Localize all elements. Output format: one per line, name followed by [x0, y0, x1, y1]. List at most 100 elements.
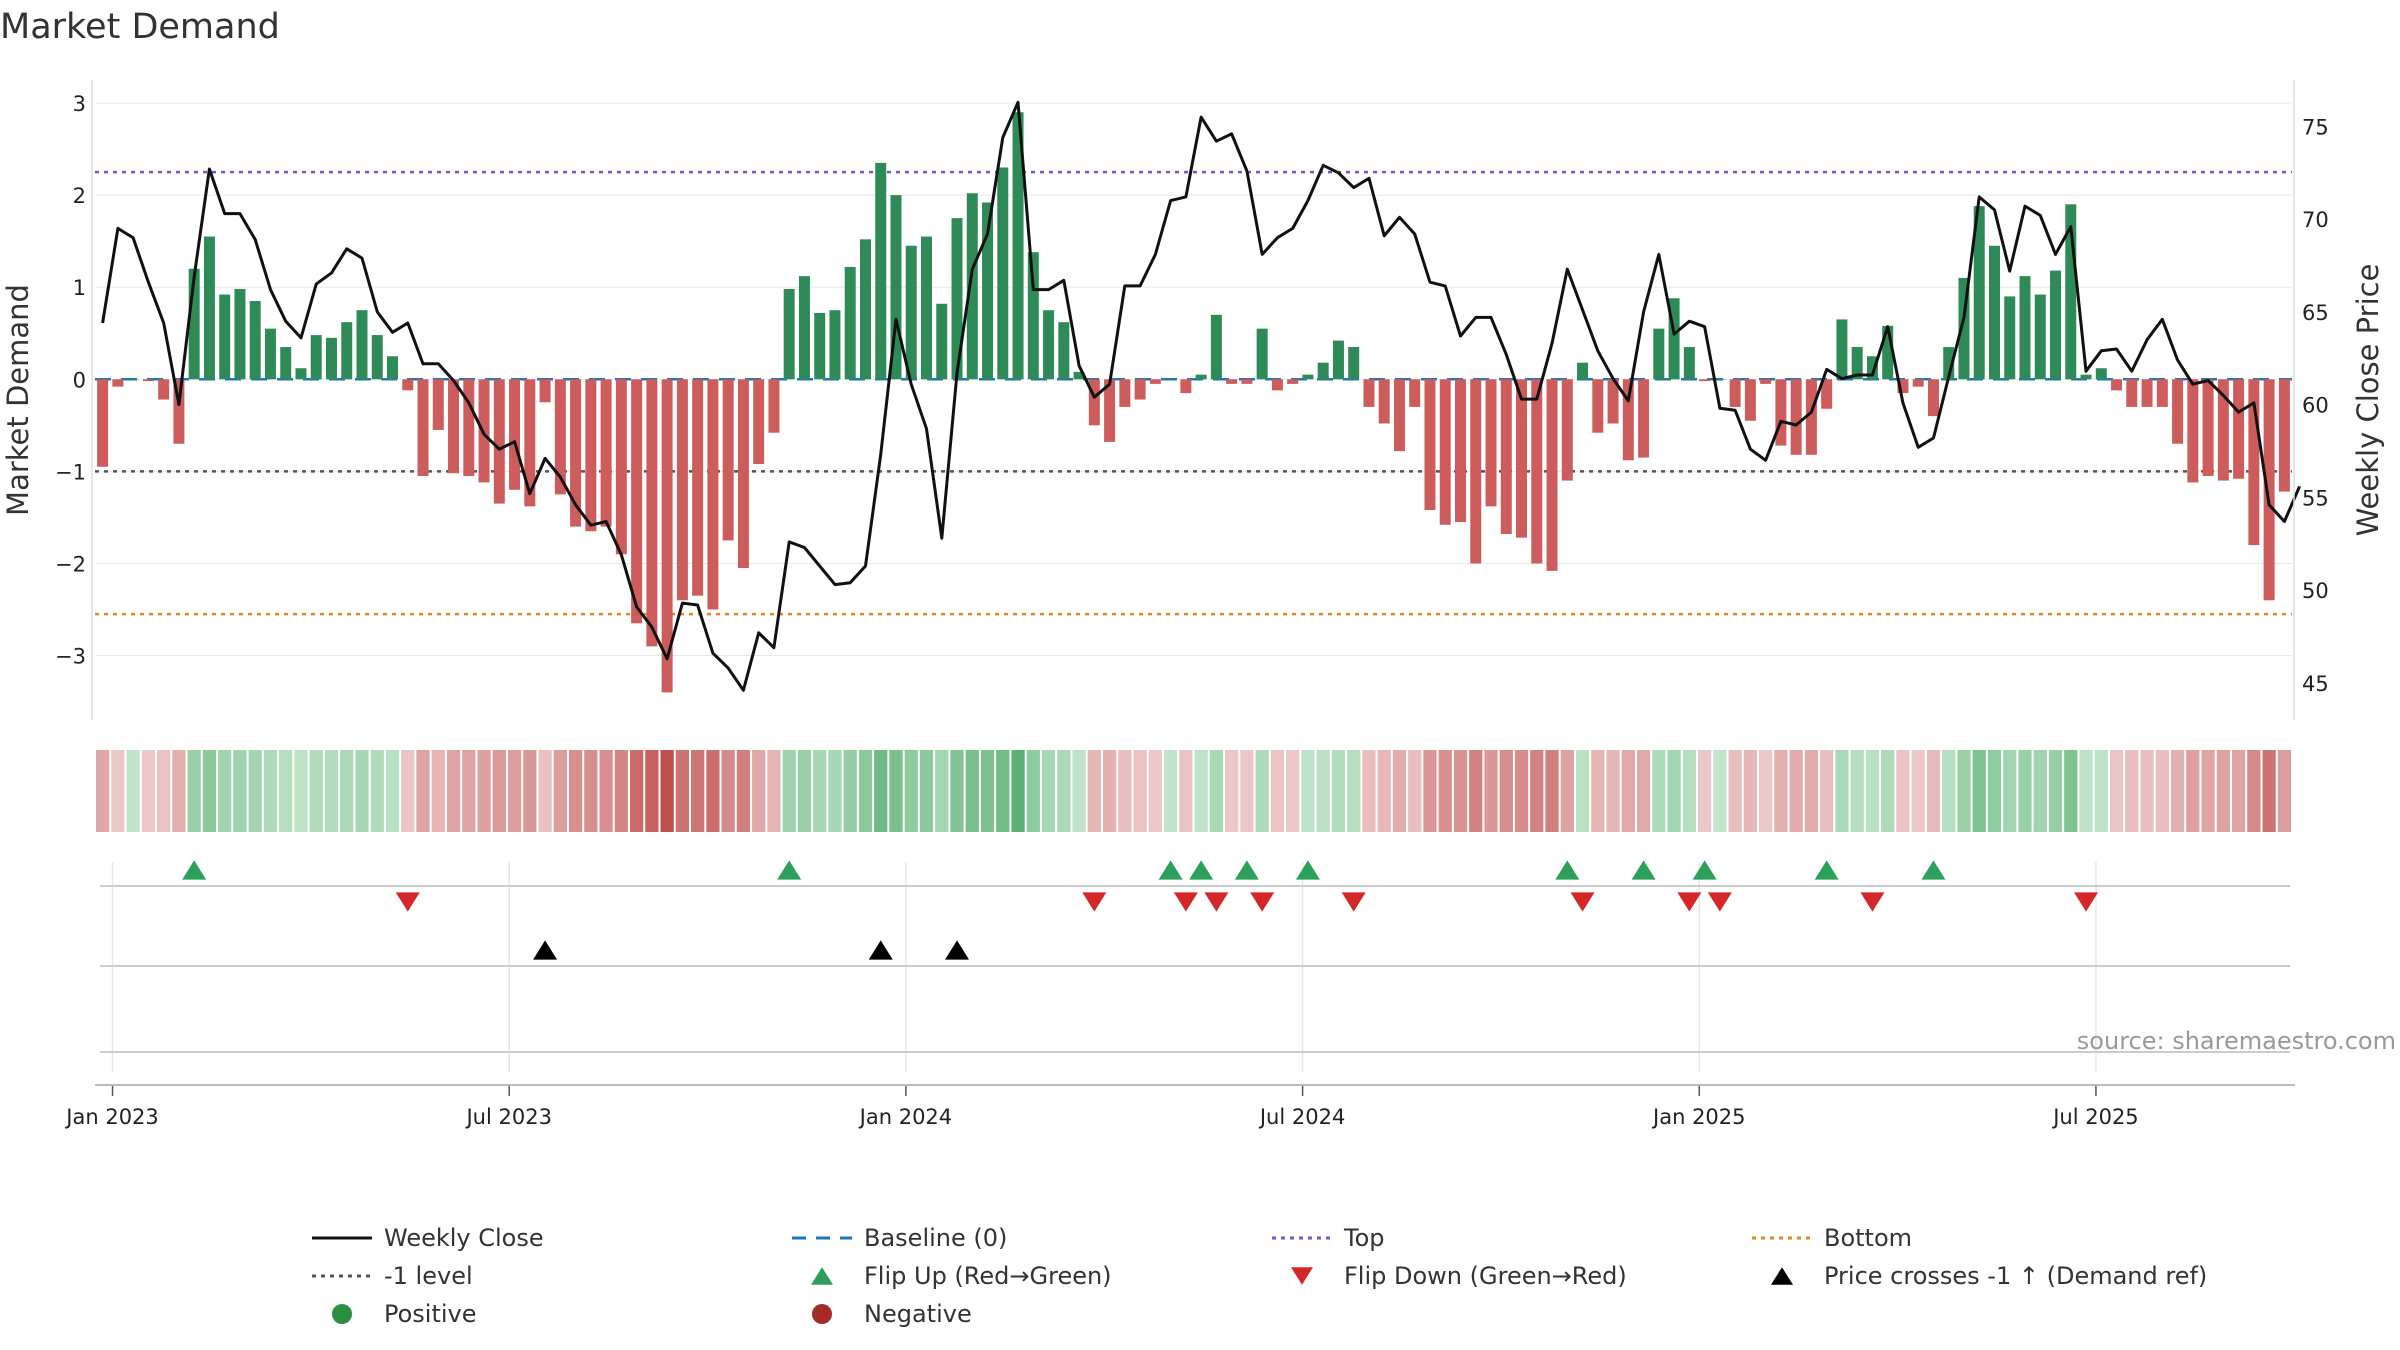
heat-cell [1514, 750, 1529, 832]
demand-bar [356, 310, 368, 380]
demand-bar [493, 379, 505, 504]
demand-bar [951, 218, 963, 380]
flip-down-marker [2074, 892, 2099, 912]
demand-bar [1561, 379, 1573, 481]
demand-bar [1790, 379, 1802, 455]
heat-cell [950, 750, 964, 832]
y-tick-label-right: 45 [2302, 672, 2329, 696]
heat-cell [1987, 750, 2002, 832]
heat-cell [1942, 750, 1956, 832]
flip-down-marker [1707, 892, 1732, 912]
heat-cell [416, 750, 430, 832]
y-tick-label-left: 2 [73, 184, 86, 208]
heat-cell [401, 750, 415, 832]
demand-bar [1012, 112, 1024, 380]
demand-bar [1531, 379, 1543, 564]
legend-swatch [1291, 1267, 1313, 1285]
demand-bar [1988, 245, 2000, 380]
heat-cell [340, 750, 354, 832]
heat-cell [1057, 750, 1071, 832]
heat-cell [324, 750, 339, 832]
heat-cell [1530, 750, 1544, 832]
heat-cell [996, 750, 1010, 832]
heat-cell [736, 750, 751, 832]
legend-label: Positive [384, 1300, 477, 1328]
demand-bar [1775, 379, 1787, 446]
legend-label: -1 level [384, 1262, 473, 1290]
heat-cell [1118, 750, 1132, 832]
heat-cell [2170, 750, 2185, 832]
heat-cell [279, 750, 293, 832]
demand-bar [1836, 319, 1848, 380]
heat-cell [645, 750, 659, 832]
demand-bar [2248, 379, 2260, 546]
demand-bar [509, 379, 521, 490]
heat-cell [828, 750, 842, 832]
gridlines [95, 102, 2292, 1072]
heat-cell [1011, 750, 1025, 832]
demand-bar [1851, 347, 1863, 380]
demand-bar [1104, 379, 1116, 442]
flip-up-marker [1158, 860, 1183, 880]
legend-item: Flip Up (Red→Green) [811, 1262, 1112, 1290]
legend-item: Weekly Close [312, 1224, 544, 1252]
legend-swatch [811, 1267, 833, 1285]
heat-cell [706, 750, 720, 832]
legend-item: Price crosses -1 ↑ (Demand ref) [1771, 1262, 2207, 1290]
legend-label: Weekly Close [384, 1224, 544, 1252]
demand-bar [2080, 374, 2092, 380]
heat-cell [691, 750, 705, 832]
price-cross-marker [533, 940, 558, 960]
demand-bar [1500, 379, 1512, 534]
demand-bar [1271, 379, 1283, 391]
demand-bar [1027, 252, 1039, 380]
y-tick-label-left: −2 [55, 552, 86, 576]
demand-bar [631, 379, 643, 624]
heat-cell [965, 750, 979, 832]
y-tick-label-left: 1 [73, 276, 86, 300]
flip-up-marker [1631, 860, 1656, 880]
heat-cell [1423, 750, 1437, 832]
heat-cell [797, 750, 812, 832]
demand-bar [1943, 347, 1955, 380]
heat-cell [1713, 750, 1727, 832]
legend-swatch [1771, 1267, 1793, 1285]
heat-cell [477, 750, 491, 832]
heat-cell [721, 750, 735, 832]
heat-cell [2018, 750, 2032, 832]
demand-bar [661, 379, 673, 693]
flip-up-marker [1692, 860, 1717, 880]
demand-bar [936, 303, 948, 380]
heat-cell [1240, 750, 1254, 832]
legend-item: Flip Down (Green→Red) [1291, 1262, 1627, 1290]
heat-cell [1133, 750, 1147, 832]
heat-cell [1484, 750, 1498, 832]
demand-bar [1409, 379, 1421, 407]
flip-down-marker [1860, 892, 1885, 912]
legend-label: Flip Up (Red→Green) [864, 1262, 1112, 1290]
y-tick-label-left: 3 [73, 92, 86, 116]
heat-cell [1804, 750, 1819, 832]
heat-cell [2140, 750, 2154, 832]
demand-bar [1866, 356, 1878, 380]
legend-item: Negative [812, 1300, 972, 1328]
demand-bar [2050, 270, 2062, 380]
heat-cell [1774, 750, 1788, 832]
demand-bar [539, 379, 551, 403]
heat-cell [1286, 750, 1300, 832]
demand-bar [1210, 314, 1222, 380]
heat-cell [1072, 750, 1086, 832]
x-tick-label: Jan 2025 [1651, 1105, 1746, 1129]
demand-bar [2111, 379, 2123, 391]
demand-bar [554, 379, 566, 495]
demand-bar [387, 356, 399, 380]
demand-bar [1393, 379, 1405, 452]
heat-cell [446, 750, 461, 832]
demand-bar [2187, 379, 2199, 483]
event-markers [182, 860, 2099, 960]
demand-bar [1302, 374, 1314, 380]
heat-cell [980, 750, 995, 832]
demand-bar [1088, 379, 1100, 426]
heat-cell [2033, 750, 2047, 832]
heat-cell [2277, 750, 2291, 832]
